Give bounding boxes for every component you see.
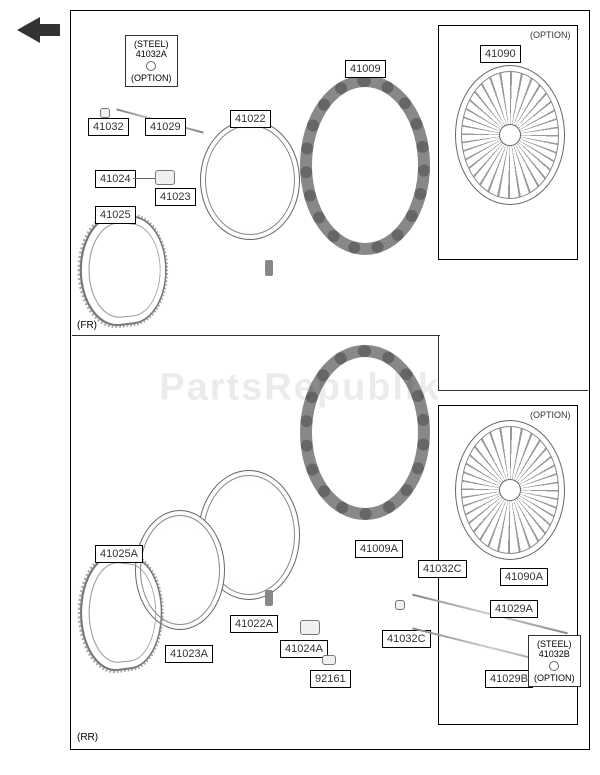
- part-rim-front: [80, 209, 167, 331]
- part-rim-rear: [80, 549, 162, 676]
- steel-label: (STEEL): [134, 39, 169, 49]
- callout-41023A: 41023A: [165, 645, 213, 663]
- part-92161: [322, 655, 336, 665]
- callout-41022: 41022: [230, 110, 271, 128]
- callout-41029: 41029: [145, 118, 186, 136]
- nut-icon: [549, 661, 559, 671]
- callout-41032C: 41032C: [418, 560, 467, 578]
- section-label-rr: (RR): [77, 732, 98, 743]
- callout-41022A: 41022A: [230, 615, 278, 633]
- option-box-steel-top: (STEEL) 41032A (OPTION): [125, 35, 178, 87]
- part-41024: [155, 170, 175, 185]
- callout-41032A: 41032A: [136, 49, 167, 59]
- option-label-rear: (OPTION): [530, 410, 571, 420]
- option-box-steel-bottom: (STEEL) 41032B (OPTION): [528, 635, 581, 687]
- part-41024A: [300, 620, 320, 635]
- part-valve-front: [265, 260, 273, 276]
- separator-line: [438, 335, 439, 390]
- callout-41024A: 41024A: [280, 640, 328, 658]
- callout-41025: 41025: [95, 206, 136, 224]
- section-label-fr: (FR): [77, 320, 97, 331]
- callout-41032: 41032: [88, 118, 129, 136]
- option-label-top: (OPTION): [530, 30, 571, 40]
- callout-41025A: 41025A: [95, 545, 143, 563]
- separator-line: [438, 390, 588, 391]
- callout-41029A: 41029A: [490, 600, 538, 618]
- steel-label: (STEEL): [537, 639, 572, 649]
- part-wheel-option-rear: [455, 420, 565, 560]
- part-41032C-nut: [395, 600, 405, 610]
- leader-line: [133, 178, 155, 179]
- option-label: (OPTION): [131, 73, 172, 83]
- callout-41090A: 41090A: [500, 568, 548, 586]
- callout-41009: 41009: [345, 60, 386, 78]
- part-tire-front: [300, 75, 430, 255]
- separator-line: [72, 335, 440, 336]
- part-tire-rear: [300, 345, 430, 520]
- part-axle-nut: [100, 108, 110, 118]
- callout-41032C-b: 41032C: [382, 630, 431, 648]
- callout-41009A: 41009A: [355, 540, 403, 558]
- callout-41029B: 41029B: [485, 670, 533, 688]
- part-wheel-option-front: [455, 65, 565, 205]
- part-ring-41022: [200, 120, 300, 240]
- callout-41032B: 41032B: [539, 649, 570, 659]
- callout-41024: 41024: [95, 170, 136, 188]
- part-valve-rear: [265, 590, 273, 606]
- home-arrow-icon: [15, 15, 65, 55]
- nut-icon: [146, 61, 156, 71]
- callout-41023: 41023: [155, 188, 196, 206]
- callout-92161: 92161: [310, 670, 351, 688]
- callout-41090: 41090: [480, 45, 521, 63]
- option-label: (OPTION): [534, 673, 575, 683]
